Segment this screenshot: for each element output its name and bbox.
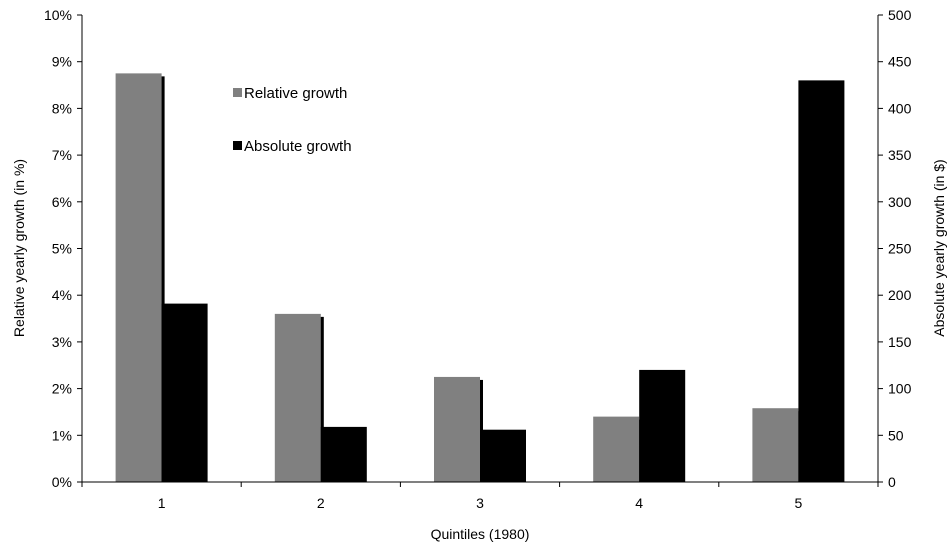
left-tick-label: 9% xyxy=(52,54,72,70)
bar-absolute-growth xyxy=(320,426,367,482)
right-tick-label: 150 xyxy=(888,334,912,350)
x-tick-label: 3 xyxy=(476,495,484,511)
bar-relative-growth xyxy=(115,73,162,482)
bar-relative-growth xyxy=(274,313,321,482)
bar-relative-growth xyxy=(752,408,799,482)
x-tick-label: 5 xyxy=(795,495,803,511)
left-tick-label: 5% xyxy=(52,241,72,257)
left-tick-label: 6% xyxy=(52,194,72,210)
x-tick-label: 2 xyxy=(317,495,325,511)
x-tick-label: 1 xyxy=(158,495,166,511)
right-tick-label: 450 xyxy=(888,54,912,70)
bar-relative-growth xyxy=(593,416,640,482)
right-tick-label: 350 xyxy=(888,147,912,163)
right-tick-label: 250 xyxy=(888,241,912,257)
left-tick-label: 1% xyxy=(52,427,72,443)
right-tick-label: 50 xyxy=(888,427,904,443)
left-tick-label: 0% xyxy=(52,474,72,490)
legend-swatch-relative-growth xyxy=(233,88,242,97)
left-tick-label: 2% xyxy=(52,381,72,397)
x-tick-label: 4 xyxy=(635,495,643,511)
legend: Relative growth Absolute growth xyxy=(233,85,352,155)
bars-layer xyxy=(115,73,845,482)
left-tick-label: 10% xyxy=(44,7,72,23)
x-axis-title: Quintiles (1980) xyxy=(431,526,530,542)
right-tick-label: 100 xyxy=(888,381,912,397)
left-tick-label: 8% xyxy=(52,100,72,116)
bar-relative-growth xyxy=(434,376,480,482)
right-tick-label: 200 xyxy=(888,287,912,303)
bar-absolute-growth xyxy=(639,369,686,482)
left-tick-label: 3% xyxy=(52,334,72,350)
axes-layer: 0% 1% 2% 3% 4% 5% 6% 7% 8% 9% 10% 0 50 100 150 200 250 30… xyxy=(44,7,912,511)
bar-absolute-growth xyxy=(798,80,845,482)
right-axis-title: Absolute yearly growth (in $) xyxy=(931,159,947,336)
bar-absolute-growth xyxy=(480,429,526,482)
legend-swatch-absolute-growth xyxy=(233,141,242,150)
legend-label-relative-growth: Relative growth xyxy=(244,85,347,102)
left-tick-label: 7% xyxy=(52,147,72,163)
right-tick-label: 300 xyxy=(888,194,912,210)
right-tick-label: 0 xyxy=(888,474,896,490)
left-axis-title: Relative yearly growth (in %) xyxy=(11,159,27,337)
left-tick-label: 4% xyxy=(52,287,72,303)
bar-absolute-growth xyxy=(161,303,208,482)
legend-label-absolute-growth: Absolute growth xyxy=(244,138,352,155)
right-tick-label: 400 xyxy=(888,100,912,116)
right-tick-label: 500 xyxy=(888,7,912,23)
